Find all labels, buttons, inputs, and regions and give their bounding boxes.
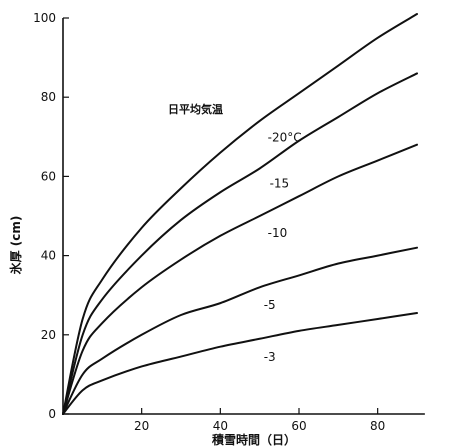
series-line-5 — [62, 312, 418, 415]
series-label-1: -20°C — [268, 131, 302, 145]
series-labels: -20°C -15 -10 -5 -3 — [264, 131, 302, 365]
y-axis-title: 氷厚 (cm) — [8, 216, 23, 276]
y-tick-label: 100 — [33, 11, 56, 25]
series-label-2: -15 — [270, 177, 290, 191]
x-tick-label: 20 — [134, 419, 149, 433]
series-line-2 — [62, 72, 418, 415]
series-line-1 — [62, 13, 418, 415]
axes — [62, 18, 425, 415]
series-label-3: -10 — [268, 226, 288, 240]
tick-marks: 0 20 40 60 80 100 20 40 60 80 — [33, 11, 385, 433]
series-line-3 — [62, 143, 418, 415]
y-tick-label: 20 — [41, 328, 56, 342]
series-label-5: -3 — [264, 350, 276, 364]
y-tick-label: 60 — [41, 169, 56, 183]
x-axis-title: 積雪時間（日） — [211, 432, 296, 447]
legend-title: 日平均気温 — [168, 102, 223, 116]
series-line-4 — [62, 246, 418, 415]
y-tick-label: 40 — [41, 249, 56, 263]
series-lines — [62, 13, 418, 415]
x-tick-label: 60 — [291, 419, 306, 433]
x-tick-label: 40 — [213, 419, 228, 433]
x-tick-label: 80 — [370, 419, 385, 433]
series-label-4: -5 — [264, 298, 276, 312]
y-tick-label: 80 — [41, 90, 56, 104]
y-tick-label: 0 — [48, 407, 56, 421]
